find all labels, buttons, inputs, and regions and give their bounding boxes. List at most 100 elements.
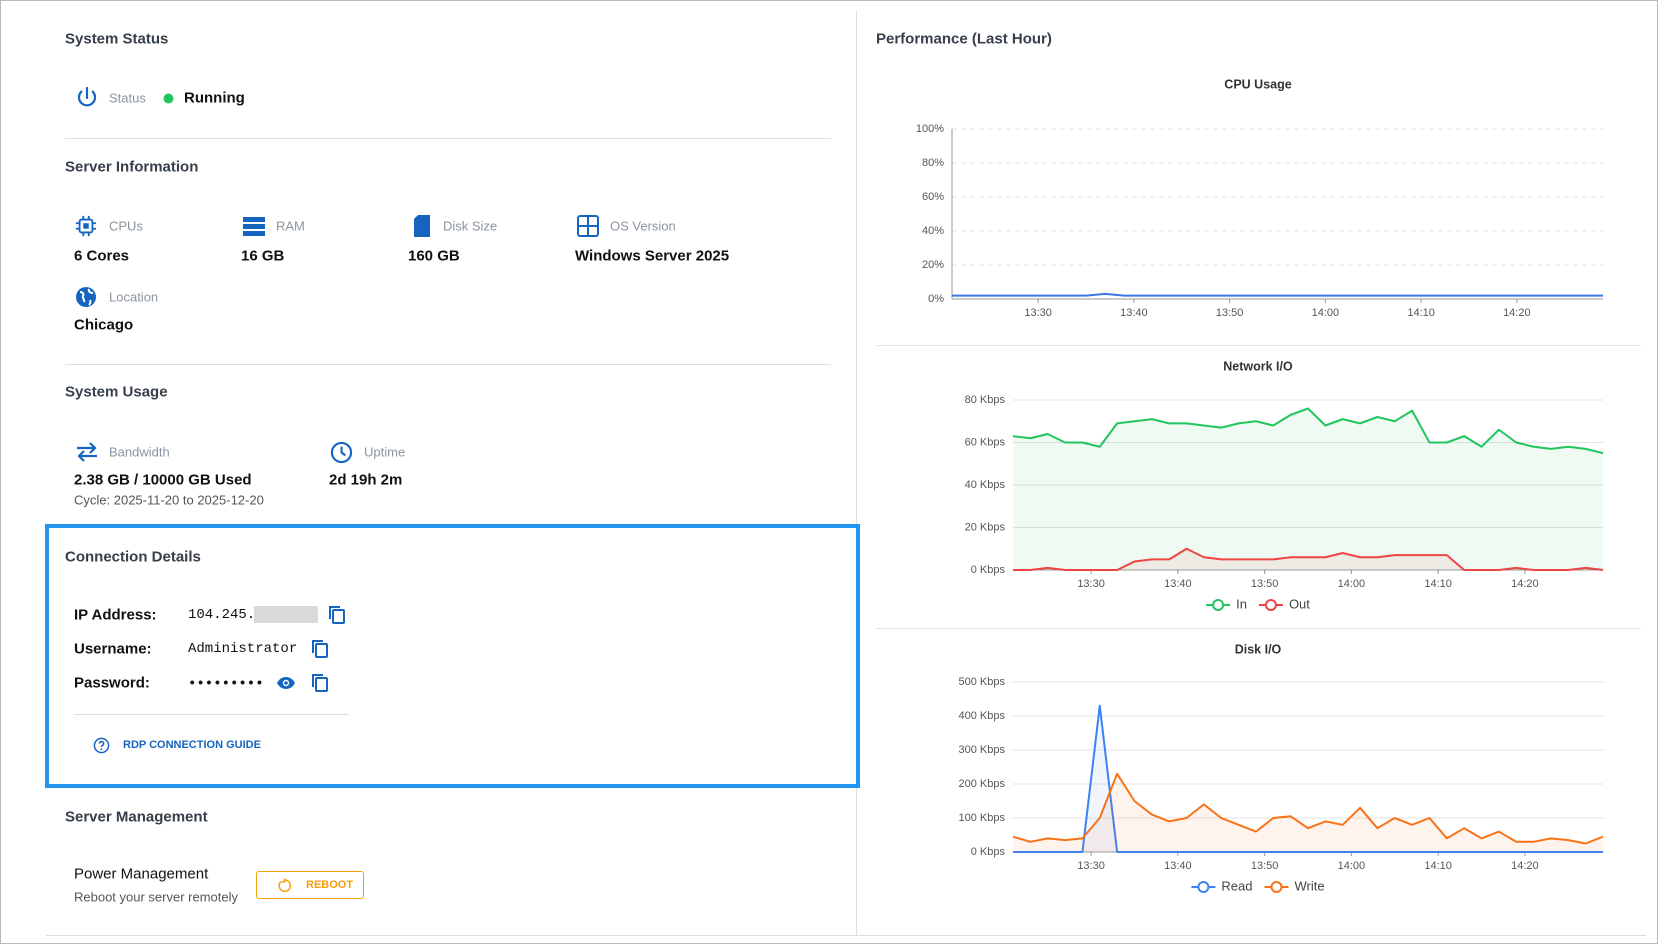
line bbox=[1012, 772, 1604, 845]
y-tick-label: 80 Kbps bbox=[965, 394, 1006, 406]
x-tick-label: 14:00 bbox=[1312, 307, 1340, 319]
area bbox=[1013, 408, 1603, 570]
y-tick-label: 20 Kbps bbox=[965, 521, 1006, 533]
info-value: 16 GB bbox=[241, 247, 285, 265]
copy-button[interactable] bbox=[328, 605, 346, 625]
bottom-border bbox=[46, 935, 1646, 936]
section-title: Server Information bbox=[65, 158, 199, 176]
legend: In Out bbox=[1206, 596, 1310, 611]
copy-button[interactable] bbox=[311, 673, 329, 693]
section-title: Connection Details bbox=[65, 548, 201, 566]
chart-title: Disk I/O bbox=[1235, 642, 1282, 656]
copy-button[interactable] bbox=[311, 639, 329, 659]
globe-icon bbox=[76, 287, 96, 307]
info-value: Windows Server 2025 bbox=[575, 247, 730, 265]
cpu-icon bbox=[75, 215, 97, 237]
disk-icon bbox=[414, 215, 430, 237]
x-tick-label: 14:10 bbox=[1424, 860, 1452, 872]
help-icon[interactable] bbox=[93, 737, 110, 754]
x-tick-label: 14:00 bbox=[1338, 860, 1366, 872]
x-tick-label: 14:00 bbox=[1338, 578, 1366, 590]
y-tick-label: 40 Kbps bbox=[965, 479, 1006, 491]
legend-label: Read bbox=[1221, 878, 1252, 893]
divider bbox=[65, 138, 831, 139]
reboot-button[interactable]: REBOOT bbox=[256, 871, 364, 899]
field-label: IP Address: bbox=[74, 606, 157, 624]
x-tick-label: 13:30 bbox=[1077, 860, 1105, 872]
redaction bbox=[254, 606, 318, 623]
legend-marker bbox=[1270, 881, 1283, 893]
y-tick-label: 0 Kbps bbox=[971, 846, 1006, 858]
usage-label: Uptime bbox=[364, 444, 406, 460]
os-icon bbox=[577, 215, 599, 237]
x-tick-label: 13:50 bbox=[1251, 860, 1279, 872]
reboot-icon bbox=[278, 878, 292, 893]
x-tick-label: 13:30 bbox=[1077, 578, 1105, 590]
field-label: Password: bbox=[74, 674, 150, 692]
x-tick-label: 14:10 bbox=[1407, 307, 1435, 319]
y-tick-label: 60% bbox=[922, 191, 944, 203]
divider bbox=[74, 714, 349, 715]
legend-label: Out bbox=[1289, 596, 1310, 611]
x-tick-label: 13:40 bbox=[1164, 578, 1192, 590]
usage-value: 2.38 GB / 10000 GB Used bbox=[74, 471, 252, 489]
password-value: ••••••••• bbox=[188, 676, 264, 692]
x-tick-label: 14:10 bbox=[1424, 578, 1452, 590]
divider bbox=[876, 628, 1641, 629]
section-title: System Usage bbox=[65, 383, 168, 401]
line bbox=[1012, 407, 1604, 455]
power-title: Power Management bbox=[74, 865, 209, 883]
info-value: 6 Cores bbox=[74, 247, 130, 265]
highlight-box bbox=[45, 524, 860, 788]
y-tick-label: 400 Kbps bbox=[959, 710, 1006, 722]
reboot-label: REBOOT bbox=[306, 879, 354, 891]
line bbox=[1013, 704, 1603, 853]
usage-value: 2d 19h 2m bbox=[329, 471, 403, 489]
power-subtitle: Reboot your server remotely bbox=[74, 889, 239, 905]
ip-value: 104.245. bbox=[188, 607, 256, 623]
ram-icon bbox=[243, 217, 265, 236]
info-label: OS Version bbox=[610, 218, 676, 234]
info-label: RAM bbox=[276, 218, 305, 234]
legend-marker bbox=[1212, 599, 1225, 611]
section-title: System Status bbox=[65, 30, 169, 48]
x-tick-label: 13:30 bbox=[1024, 307, 1052, 319]
info-label: Disk Size bbox=[443, 218, 498, 234]
area bbox=[1013, 773, 1603, 852]
area bbox=[1013, 548, 1603, 570]
power-icon bbox=[77, 86, 97, 107]
x-tick-label: 14:20 bbox=[1511, 860, 1539, 872]
status-dot bbox=[163, 93, 174, 104]
info-label: CPUs bbox=[109, 218, 143, 234]
chart-title: Network I/O bbox=[1223, 359, 1293, 373]
x-tick-label: 14:20 bbox=[1511, 578, 1539, 590]
legend-label: In bbox=[1236, 596, 1247, 611]
guide-link[interactable]: RDP CONNECTION GUIDE bbox=[123, 739, 261, 751]
info-value: 160 GB bbox=[408, 247, 460, 265]
y-tick-label: 100% bbox=[916, 123, 944, 135]
field-label: Username: bbox=[74, 640, 152, 658]
y-tick-label: 20% bbox=[922, 259, 944, 271]
username-value: Administrator bbox=[188, 641, 298, 657]
status-label: Status bbox=[109, 90, 146, 106]
usage-label: Bandwidth bbox=[109, 444, 170, 460]
clock-icon bbox=[330, 441, 353, 464]
y-tick-label: 40% bbox=[922, 225, 944, 237]
y-tick-label: 0 Kbps bbox=[971, 564, 1006, 576]
y-tick-label: 80% bbox=[922, 157, 944, 169]
x-tick-label: 13:40 bbox=[1164, 860, 1192, 872]
x-tick-label: 14:20 bbox=[1503, 307, 1531, 319]
info-label: Location bbox=[109, 289, 159, 305]
divider bbox=[65, 364, 831, 365]
usage-cycle: Cycle: 2025-11-20 to 2025-12-20 bbox=[74, 492, 264, 508]
legend-marker bbox=[1197, 881, 1210, 893]
y-tick-label: 200 Kbps bbox=[959, 778, 1006, 790]
y-tick-label: 60 Kbps bbox=[965, 436, 1006, 448]
info-value: Chicago bbox=[74, 316, 134, 334]
section-title: Server Management bbox=[65, 808, 208, 826]
line bbox=[952, 292, 1603, 297]
legend-label: Write bbox=[1294, 878, 1324, 893]
show-password-button[interactable] bbox=[276, 675, 296, 691]
